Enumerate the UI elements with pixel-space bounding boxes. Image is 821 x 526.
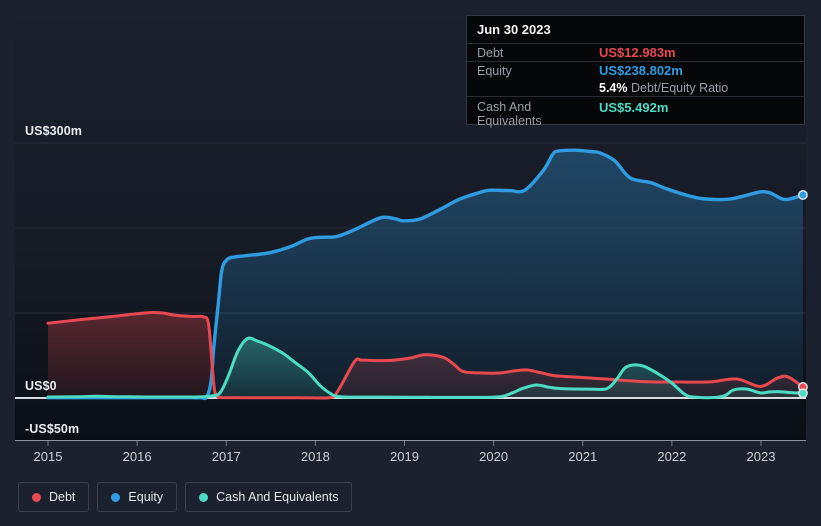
x-axis-label-2015: 2015 [33, 449, 63, 464]
legend-item-cash[interactable]: Cash And Equivalents [185, 482, 353, 512]
tooltip-ratio-text: Debt/Equity Ratio [630, 80, 729, 95]
legend-label-equity: Equity [128, 490, 164, 504]
y-axis-label-neg50m: -US$50m [25, 421, 80, 436]
x-axis-label-2018: 2018 [300, 449, 330, 464]
tooltip-cash-row: Cash And Equivalents US$5.492m [467, 96, 804, 128]
legend-item-equity[interactable]: Equity [97, 482, 178, 512]
debt-equity-chart[interactable] [0, 0, 821, 480]
tooltip-equity-value: US$238.802m [599, 63, 683, 78]
legend-label-debt: Debt [49, 490, 76, 504]
tooltip-equity-row: Equity US$238.802m [467, 61, 804, 79]
y-axis-label-300m: US$300m [25, 124, 82, 138]
legend-label-cash: Cash And Equivalents [216, 490, 339, 504]
x-axis-label-2021: 2021 [568, 449, 598, 464]
x-axis-label-2022: 2022 [657, 449, 687, 464]
chart-tooltip: Jun 30 2023 Debt US$12.983m Equity US$23… [466, 15, 805, 128]
tooltip-ratio-value: 5.4% [599, 80, 628, 95]
tooltip-debt-value: US$12.983m [599, 45, 676, 60]
x-axis-label-2023: 2023 [746, 449, 776, 464]
x-axis-label-2019: 2019 [390, 449, 419, 464]
legend-dot-equity [111, 492, 121, 502]
tooltip-cash-value: US$5.492m [599, 100, 669, 115]
x-axis-label-2016: 2016 [122, 449, 152, 464]
tooltip-equity-label: Equity [477, 63, 512, 78]
tooltip-debt-row: Debt US$12.983m [467, 43, 804, 61]
x-axis-label-2020: 2020 [479, 449, 509, 464]
chart-legend: Debt Equity Cash And Equivalents [18, 482, 353, 512]
x-axis-label-2017: 2017 [211, 449, 241, 464]
y-axis-label-0: US$0 [25, 379, 57, 393]
legend-dot-debt [32, 492, 41, 502]
legend-dot-cash [199, 492, 209, 502]
tooltip-debt-label: Debt [477, 45, 504, 60]
legend-item-debt[interactable]: Debt [18, 482, 90, 512]
tooltip-ratio: 5.4% Debt/Equity Ratio [599, 81, 728, 95]
tooltip-cash-label: Cash And Equivalents [477, 100, 542, 128]
tooltip-ratio-row: 5.4% Debt/Equity Ratio [467, 79, 804, 96]
tooltip-date: Jun 30 2023 [477, 22, 551, 37]
